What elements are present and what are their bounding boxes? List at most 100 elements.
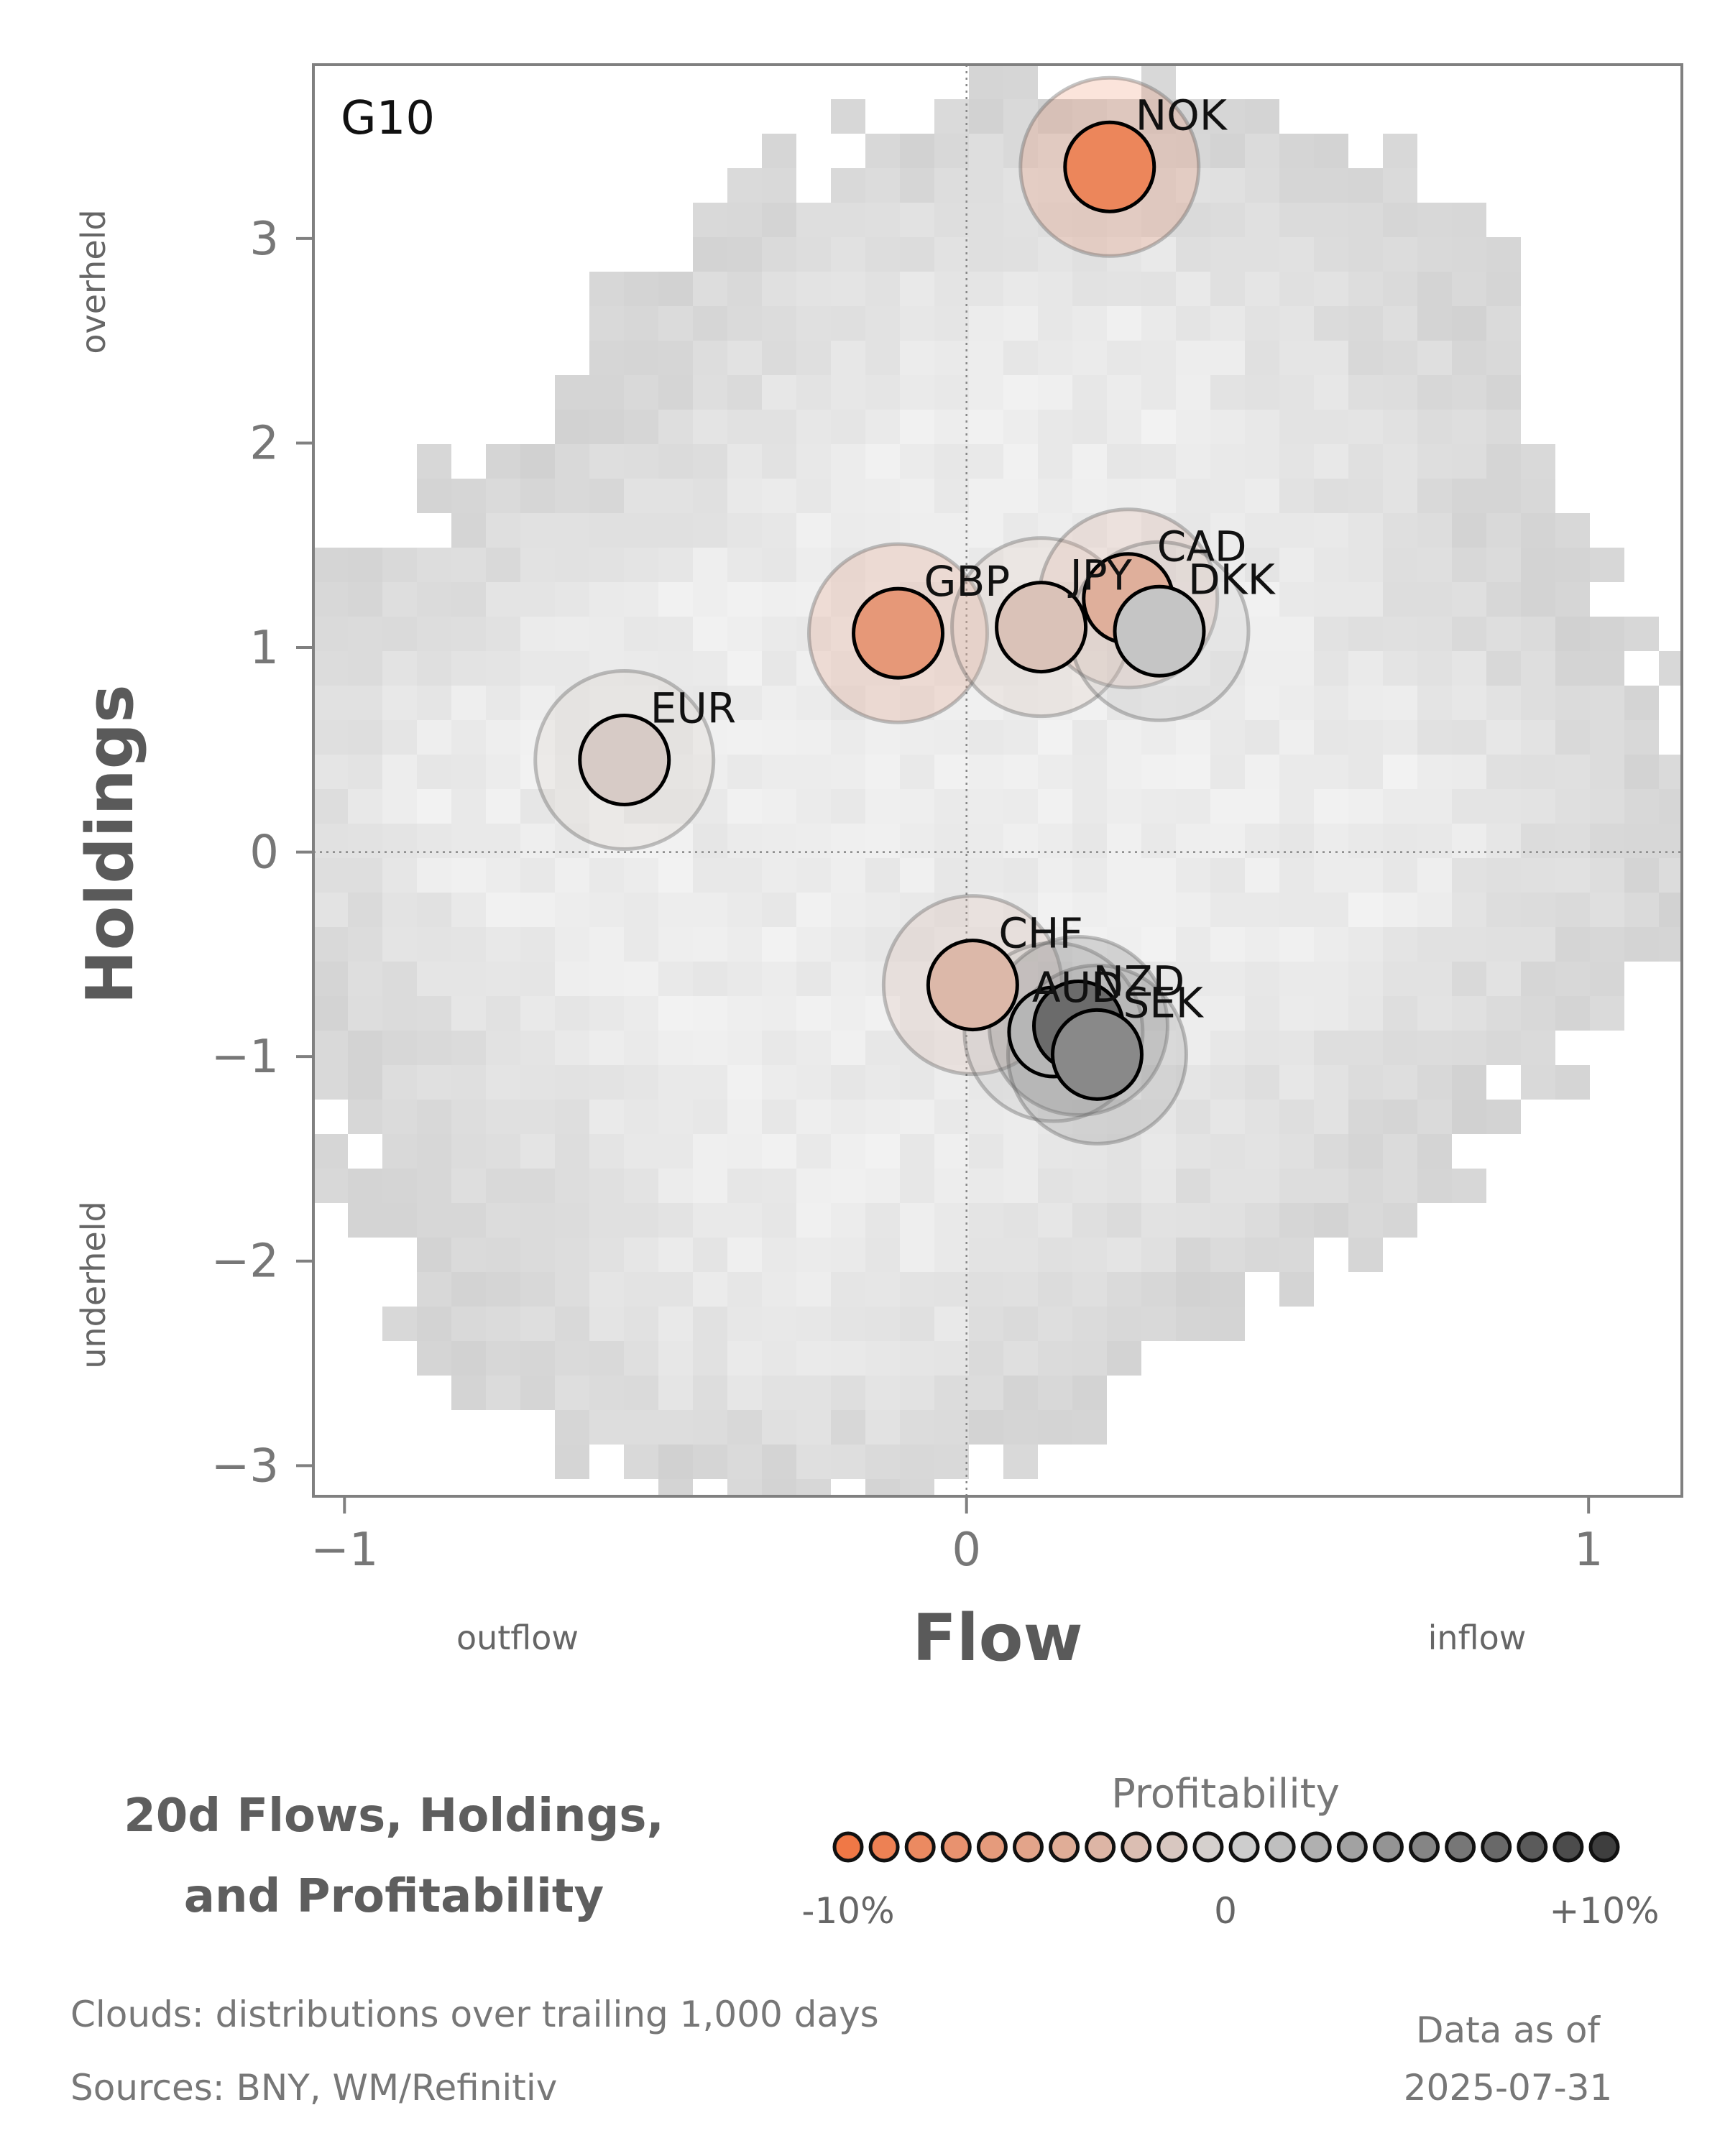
cloud-cell (1245, 1203, 1279, 1238)
cloud-cell (762, 1479, 796, 1496)
cloud-cell (969, 893, 1003, 927)
cloud-cell (520, 1203, 555, 1238)
cloud-cell (796, 1445, 831, 1479)
cloud-cell (831, 168, 865, 203)
cloud-cell (969, 1272, 1003, 1307)
x-axis-title: Flow (912, 1600, 1082, 1676)
cloud-cell (1107, 789, 1141, 824)
point-chf (926, 939, 1019, 1032)
cloud-cell (1003, 1169, 1038, 1203)
cloud-cell (727, 444, 762, 479)
cloud-cell (1452, 203, 1486, 237)
cloud-cell (1072, 375, 1107, 410)
cloud-cell (1072, 755, 1107, 789)
cloud-cell (1659, 755, 1682, 789)
cloud-cell (1107, 1134, 1141, 1169)
cloud-cell (1141, 686, 1176, 720)
cloud-cell (1417, 548, 1452, 582)
cloud-cell (624, 375, 658, 410)
cloud-cell (624, 306, 658, 341)
cloud-cell (1555, 755, 1590, 789)
cloud-cell (1486, 1100, 1521, 1134)
cloud-cell (1245, 789, 1279, 824)
cloud-cell (555, 962, 589, 996)
cloud-cell (1624, 720, 1659, 755)
cloud-cell (934, 548, 969, 582)
cloud-cell (900, 1238, 934, 1272)
cloud-cell (1417, 479, 1452, 513)
cloud-cell (727, 582, 762, 617)
cloud-cell (1348, 927, 1383, 962)
cloud-cell (1210, 1169, 1245, 1203)
cloud-cell (1383, 651, 1417, 686)
cloud-cell (969, 341, 1003, 375)
cloud-cell (900, 1100, 934, 1134)
cloud-cell (1141, 341, 1176, 375)
cloud-cell (382, 858, 417, 893)
cloud-cell (1348, 237, 1383, 272)
cloud-cell (1486, 720, 1521, 755)
cloud-cell (934, 513, 969, 548)
cloud-cell (934, 375, 969, 410)
cloud-cell (693, 375, 727, 410)
cloud-cell (831, 927, 865, 962)
cloud-cell (969, 444, 1003, 479)
cloud-cell (1141, 858, 1176, 893)
cloud-cell (1003, 720, 1038, 755)
cloud-cell (1210, 962, 1245, 996)
cloud-cell (865, 1307, 900, 1341)
cloud-cell (382, 996, 417, 1031)
cloud-cell (865, 1410, 900, 1445)
cloud-cell (624, 1307, 658, 1341)
cloud-cell (969, 237, 1003, 272)
cloud-cell (1210, 582, 1245, 617)
cloud-cell (1210, 341, 1245, 375)
cloud-cell (382, 962, 417, 996)
cloud-cell (1210, 99, 1245, 134)
cloud-cell (1279, 1238, 1314, 1272)
cloud-cell (1107, 513, 1141, 548)
cloud-cell (727, 1341, 762, 1376)
cloud-cell (1003, 134, 1038, 168)
cloud-cell (1038, 272, 1072, 306)
cloud-cell (313, 789, 348, 824)
cloud-cell (658, 651, 693, 686)
cloud-cell (1314, 1100, 1348, 1134)
cloud-cell (1383, 858, 1417, 893)
cloud-cell (1210, 996, 1245, 1031)
cloud-cell (589, 1376, 624, 1410)
cloud-cell (796, 927, 831, 962)
cloud-cell (1072, 237, 1107, 272)
cloud-cell (1417, 341, 1452, 375)
cloud-cell (1521, 927, 1555, 962)
cloud-cell (1486, 444, 1521, 479)
cloud-cell (934, 893, 969, 927)
cloud-cell (1383, 582, 1417, 617)
point-gbp (852, 586, 945, 680)
cloud-cell (1210, 168, 1245, 203)
cloud-cell (1417, 686, 1452, 720)
legend-swatch (940, 1831, 972, 1863)
cloud-cell (1452, 582, 1486, 617)
cloud-cell (1314, 1134, 1348, 1169)
cloud-cell (831, 720, 865, 755)
cloud-cell (1176, 341, 1210, 375)
cloud-cell (1038, 1307, 1072, 1341)
cloud-cell (1417, 996, 1452, 1031)
legend-swatch (1336, 1831, 1368, 1863)
cloud-cell (1141, 1031, 1176, 1065)
cloud-cell (1072, 927, 1107, 962)
cloud-cell (1555, 996, 1590, 1031)
cloud-cell (900, 1203, 934, 1238)
cloud-cell (1383, 720, 1417, 755)
cloud-cell (969, 65, 1003, 99)
cloud-cell (727, 306, 762, 341)
x-axis-outflow-label: outflow (456, 1618, 579, 1657)
cloud-cell (658, 1134, 693, 1169)
cloud-cell (1590, 720, 1624, 755)
cloud-cell (1038, 341, 1072, 375)
cloud-cell (1279, 479, 1314, 513)
cloud-cell (1590, 996, 1624, 1031)
cloud-cell (382, 1307, 417, 1341)
point-sek (1050, 1008, 1144, 1101)
